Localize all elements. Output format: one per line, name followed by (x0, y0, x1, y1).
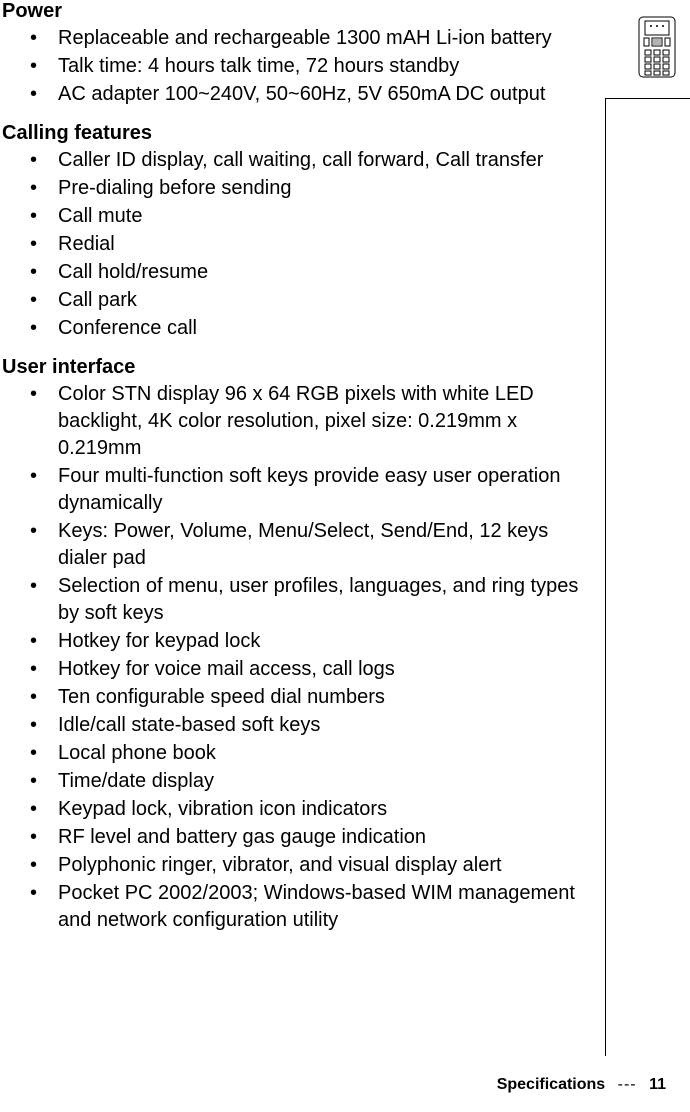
section-title-power: Power (2, 0, 590, 23)
rule-top (605, 98, 690, 99)
list-item: Hotkey for keypad lock (58, 628, 590, 655)
list-item: Idle/call state-based soft keys (58, 712, 590, 739)
list-item: Keys: Power, Volume, Menu/Select, Send/E… (58, 518, 590, 572)
list-item: Color STN display 96 x 64 RGB pixels wit… (58, 381, 590, 462)
list-item: Local phone book (58, 740, 590, 767)
list-item: Time/date display (58, 768, 590, 795)
phone-icon (638, 16, 676, 78)
footer-page: 11 (649, 1076, 666, 1093)
list-item: Talk time: 4 hours talk time, 72 hours s… (58, 53, 590, 80)
list-item: Replaceable and rechargeable 1300 mAH Li… (58, 25, 590, 52)
list-item: Pocket PC 2002/2003; Windows-based WIM m… (58, 880, 590, 934)
list-item: Call hold/resume (58, 259, 590, 286)
footer-separator: --- (618, 1076, 637, 1093)
list-item: Pre-dialing before sending (58, 175, 590, 202)
list-item: RF level and battery gas gauge indicatio… (58, 824, 590, 851)
rule-vertical (605, 98, 606, 1056)
list-item: Caller ID display, call waiting, call fo… (58, 147, 590, 174)
footer: Specifications --- 11 (497, 1076, 666, 1094)
list-item: Polyphonic ringer, vibrator, and visual … (58, 852, 590, 879)
list-item: Call mute (58, 203, 590, 230)
list-item: Call park (58, 287, 590, 314)
list-item: Ten configurable speed dial numbers (58, 684, 590, 711)
list-item: Hotkey for voice mail access, call logs (58, 656, 590, 683)
list-item: AC adapter 100~240V, 50~60Hz, 5V 650mA D… (58, 81, 590, 108)
section-title-calling: Calling features (2, 122, 590, 145)
list-ui: Color STN display 96 x 64 RGB pixels wit… (2, 381, 590, 934)
content: Power Replaceable and rechargeable 1300 … (0, 0, 590, 935)
section-title-ui: User interface (2, 356, 590, 379)
list-item: Four multi-function soft keys provide ea… (58, 463, 590, 517)
list-calling: Caller ID display, call waiting, call fo… (2, 147, 590, 342)
footer-label: Specifications (497, 1076, 605, 1093)
list-item: Redial (58, 231, 590, 258)
list-power: Replaceable and rechargeable 1300 mAH Li… (2, 25, 590, 108)
list-item: Conference call (58, 315, 590, 342)
list-item: Keypad lock, vibration icon indicators (58, 796, 590, 823)
list-item: Selection of menu, user profiles, langua… (58, 573, 590, 627)
page: Power Replaceable and rechargeable 1300 … (0, 0, 690, 1112)
